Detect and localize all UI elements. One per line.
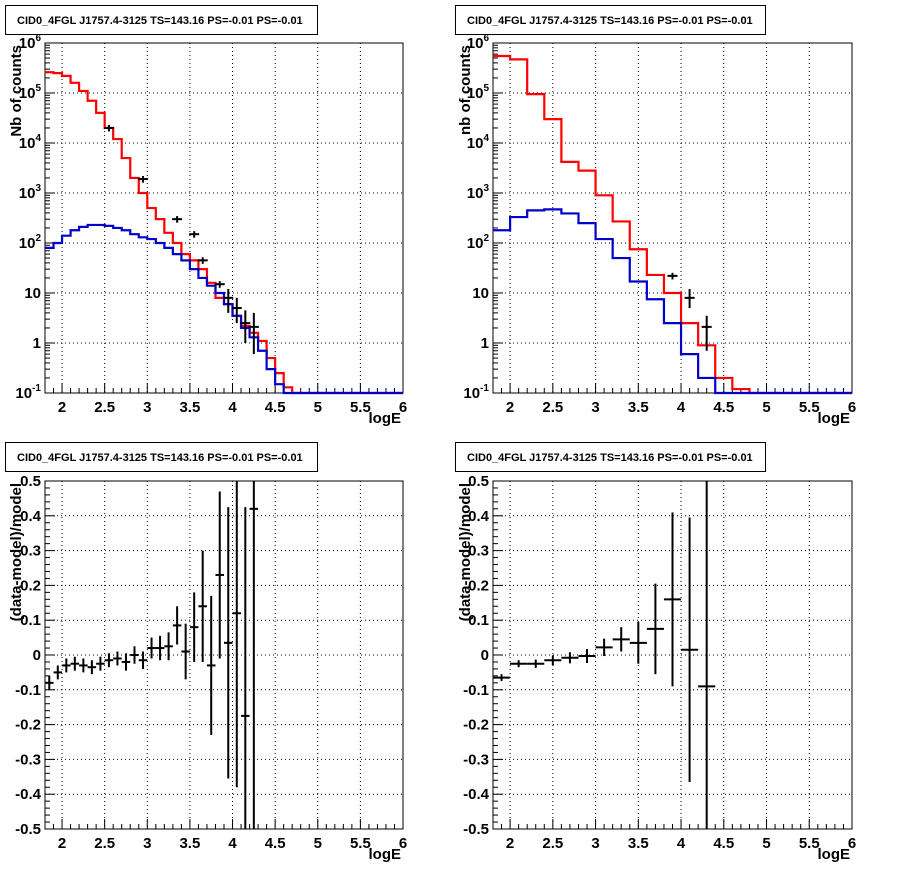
y-tick-label: 0.3 [20,543,41,560]
plot-frame [492,42,853,394]
x-tick-label: 3 [591,399,599,416]
x-tick-label: 5.5 [350,835,371,852]
y-tick-label: -0.2 [463,717,489,734]
y-axis-title: (data-model)/model [8,483,25,621]
chart-panel-br: 2 2.5 3 3.5 4 4.5 5 5.5 6 -0.5 -0.4 -0.3 -0.2 -0.1 0 0.… [457,473,856,863]
y-tick-label: 105 [467,83,490,102]
x-tick-label: 4.5 [713,835,734,852]
x-tick-label: 6 [848,835,856,852]
x-tick-label: 5 [762,835,770,852]
y-tick-label: 0.4 [20,508,42,525]
x-tick-label: 5.5 [350,399,371,416]
y-tick-label: -0.4 [463,786,490,803]
y-tick-label: -0.1 [15,682,41,699]
y-tick-label: 102 [19,233,42,252]
x-axis-title: logE [818,410,851,427]
total-model-histogram [45,71,403,395]
x-axis-title: logE [369,410,402,427]
y-tick-label: 10 [472,285,489,302]
y-tick-label: 10-1 [15,383,41,402]
chart-panel-tl: 2 2.5 3 3.5 4 4.5 5 5.5 6 10-1 1 10 102 103 104 105 106 l… [8,33,407,427]
panel-title-top-right: CID0_4FGL J1757.4-3125 TS=143.16 PS=-0.0… [455,5,766,35]
y-tick-label: 0.3 [468,543,489,560]
y-tick-label: 0 [33,647,41,664]
y-tick-label: 10-1 [463,383,489,402]
x-tick-label: 5.5 [799,835,820,852]
y-tick-label: 10 [24,285,41,302]
x-tick-label: 3 [143,835,151,852]
x-tick-label: 3.5 [179,399,200,416]
y-axis-title: (data-model)/model [457,483,474,621]
x-tick-label: 2 [506,835,514,852]
x-tick-label: 3.5 [628,399,649,416]
y-tick-label: 105 [19,83,42,102]
x-tick-label: 3.5 [179,835,200,852]
y-tick-label: -0.2 [15,717,41,734]
x-tick-label: 2 [506,399,514,416]
y-tick-label: 0.2 [468,577,489,594]
x-tick-label: 2 [58,399,66,416]
source-model-histogram [493,208,852,395]
x-tick-label: 4 [677,399,686,416]
x-tick-label: 2.5 [94,835,115,852]
y-tick-label: -0.4 [15,786,42,803]
y-tick-label: -0.5 [463,821,489,838]
y-axis-title: nb of counts [457,45,474,135]
y-tick-label: 0.4 [468,508,490,525]
x-tick-label: 6 [399,835,407,852]
y-tick-label: 104 [19,133,42,152]
y-tick-label: 1 [481,335,489,352]
y-tick-label: 103 [19,183,42,202]
panel-title-bottom-left: CID0_4FGL J1757.4-3125 TS=143.16 PS=-0.0… [5,442,318,472]
x-tick-label: 2.5 [94,399,115,416]
chart-panel-bl: 2 2.5 3 3.5 4 4.5 5 5.5 6 -0.5 -0.4 -0.3 -0.2 -0.1 0 0.… [8,473,407,863]
y-tick-label: 0.5 [20,473,41,490]
x-tick-label: 4.5 [713,399,734,416]
y-tick-label: 0 [481,647,489,664]
x-tick-label: 5 [314,399,322,416]
panel-title-bottom-right: CID0_4FGL J1757.4-3125 TS=143.16 PS=-0.0… [455,442,766,472]
y-tick-label: 103 [467,183,490,202]
y-tick-label: -0.3 [463,751,489,768]
x-tick-label: 4 [677,835,686,852]
x-axis-title: logE [818,846,851,863]
panel-title-top-left: CID0_4FGL J1757.4-3125 TS=143.16 PS=-0.0… [5,5,318,35]
x-tick-label: 5.5 [799,399,820,416]
y-tick-label: 104 [467,133,490,152]
x-tick-label: 2.5 [542,835,563,852]
y-tick-label: 0.2 [20,577,41,594]
chart-panel-tr: 2 2.5 3 3.5 4 4.5 5 5.5 6 10-1 1 10 102 103 104 105 106 l… [457,33,856,427]
x-axis-title: logE [369,846,402,863]
y-tick-label: 102 [467,233,490,252]
x-tick-label: 2.5 [542,399,563,416]
x-tick-label: 5 [762,399,770,416]
total-model-histogram [493,54,852,395]
plot-frame [44,42,404,394]
source-model-histogram [45,223,403,395]
y-tick-label: -0.3 [15,751,41,768]
x-tick-label: 3 [591,835,599,852]
y-axis-title: Nb of counts [8,45,25,137]
x-tick-label: 4 [228,835,237,852]
x-tick-label: 3.5 [628,835,649,852]
x-tick-label: 4.5 [265,399,286,416]
x-tick-label: 2 [58,835,66,852]
x-tick-label: 6 [399,399,407,416]
x-tick-label: 5 [314,835,322,852]
y-tick-label: 1 [33,335,41,352]
y-tick-label: -0.1 [463,682,489,699]
x-tick-label: 4.5 [265,835,286,852]
y-tick-label: 0.1 [20,612,41,629]
y-tick-label: 0.1 [468,612,489,629]
x-tick-label: 3 [143,399,151,416]
x-tick-label: 6 [848,399,856,416]
y-tick-label: -0.5 [15,821,41,838]
y-tick-label: 106 [19,33,42,52]
x-tick-label: 4 [228,399,237,416]
y-tick-label: 0.5 [468,473,489,490]
y-tick-label: 106 [467,33,490,52]
